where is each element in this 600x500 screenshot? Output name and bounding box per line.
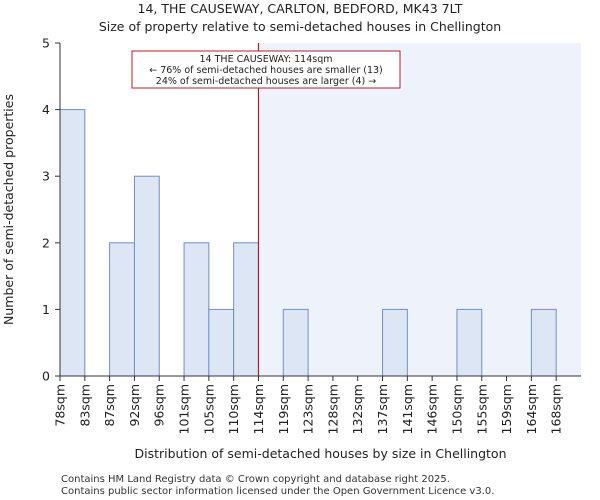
bar-92sqm xyxy=(133,175,160,377)
annotation-border xyxy=(131,50,401,89)
axes xyxy=(55,42,581,381)
x-tick-83sqm: 83sqm xyxy=(77,384,92,427)
y-tick-3: 3 xyxy=(42,169,50,184)
x-axis-label: Distribution of semi-detached houses by … xyxy=(134,446,506,461)
annotation-line-1: 14 THE CAUSEWAY: 114sqm xyxy=(200,54,333,65)
bar-119sqm xyxy=(282,308,309,377)
footer-licence: Contains public sector information licen… xyxy=(61,486,495,497)
bar-105sqm xyxy=(208,308,235,377)
x-tick-123sqm: 123sqm xyxy=(301,384,316,434)
x-tick-146sqm: 146sqm xyxy=(425,384,440,434)
bar-164sqm xyxy=(530,308,557,377)
x-tick-155sqm: 155sqm xyxy=(474,384,489,434)
chart-title: Size of property relative to semi-detach… xyxy=(98,19,502,34)
bar-137sqm xyxy=(382,308,408,377)
footer-copyright: Contains HM Land Registry data © Crown c… xyxy=(61,474,450,485)
bar-87sqm xyxy=(109,242,135,377)
x-tick-164sqm: 164sqm xyxy=(524,384,539,434)
x-tick-114sqm: 114sqm xyxy=(251,384,266,434)
bar-150sqm xyxy=(456,308,483,377)
x-tick-150sqm: 150sqm xyxy=(449,384,464,434)
bar-101sqm xyxy=(183,242,210,377)
larger-region-highlight xyxy=(258,43,581,376)
x-tick-119sqm: 119sqm xyxy=(276,384,291,434)
y-tick-2: 2 xyxy=(42,235,50,250)
y-tick-5: 5 xyxy=(42,36,50,51)
y-tick-labels: 0 1 2 3 4 5 xyxy=(42,36,50,384)
x-tick-141sqm: 141sqm xyxy=(400,384,415,434)
x-tick-96sqm: 96sqm xyxy=(152,384,167,427)
y-tick-1: 1 xyxy=(42,302,50,317)
y-tick-0: 0 xyxy=(42,369,50,384)
x-tick-159sqm: 159sqm xyxy=(499,384,514,434)
bars xyxy=(59,109,557,377)
x-tick-101sqm: 101sqm xyxy=(177,384,192,434)
x-tick-78sqm: 78sqm xyxy=(53,384,68,427)
annotation-line-3: 24% of semi-detached houses are larger (… xyxy=(156,76,376,87)
x-tick-132sqm: 132sqm xyxy=(350,384,365,434)
bar-78sqm xyxy=(59,109,86,377)
x-tick-168sqm: 168sqm xyxy=(549,384,564,434)
bar-110sqm xyxy=(233,242,259,377)
x-tick-137sqm: 137sqm xyxy=(375,384,390,434)
x-tick-labels: 78sqm 83sqm 87sqm 92sqm 96sqm 101sqm 105sqm 110… xyxy=(53,384,564,434)
annotation-box: 14 THE CAUSEWAY: 114sqm ← 76% of semi-de… xyxy=(131,50,401,89)
chart-title-address: 14, THE CAUSEWAY, CARLTON, BEDFORD, MK43… xyxy=(137,1,463,16)
x-tick-105sqm: 105sqm xyxy=(201,384,216,434)
y-tick-4: 4 xyxy=(42,102,50,117)
annotation-line-2: ← 76% of semi-detached houses are smalle… xyxy=(149,65,383,76)
x-tick-128sqm: 128sqm xyxy=(325,384,340,434)
x-tick-110sqm: 110sqm xyxy=(226,384,241,434)
x-tick-87sqm: 87sqm xyxy=(102,384,117,427)
x-tick-92sqm: 92sqm xyxy=(127,384,142,427)
y-axis-label: Number of semi-detached properties xyxy=(1,94,16,325)
